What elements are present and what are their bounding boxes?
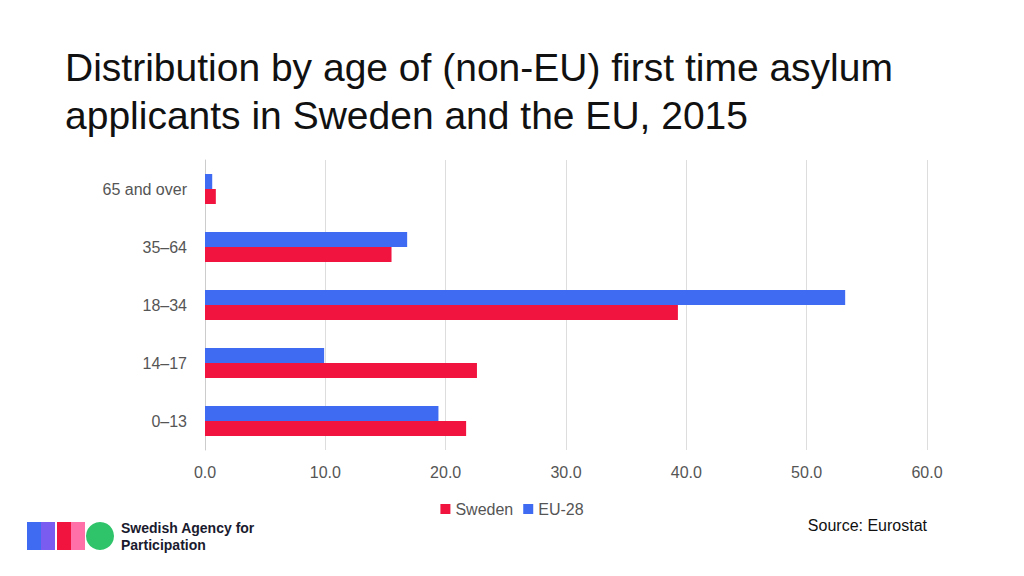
svg-text:40.0: 40.0 [671,464,702,481]
svg-text:65 and over: 65 and over [102,181,187,198]
svg-text:50.0: 50.0 [791,464,822,481]
svg-text:Distribution by age of (non-EU: Distribution by age of (non-EU) first ti… [65,46,904,89]
svg-text:0–13: 0–13 [151,413,187,430]
svg-text:60.0: 60.0 [911,464,942,481]
svg-text:Source: Eurostat: Source: Eurostat [808,517,928,534]
svg-text:Participation: Participation [121,537,206,553]
svg-text:applicants in Sweden and the E: applicants in Sweden and the EU, 2015 [65,94,748,137]
svg-text:18–34: 18–34 [143,297,188,314]
svg-text:Swedish Agency for: Swedish Agency for [121,520,258,536]
svg-text:Sweden: Sweden [455,501,513,518]
svg-text:10.0: 10.0 [310,464,341,481]
svg-text:14–17: 14–17 [143,355,188,372]
svg-text:EU-28: EU-28 [538,501,583,518]
svg-text:30.0: 30.0 [550,464,581,481]
svg-text:35–64: 35–64 [143,239,188,256]
svg-text:0.0: 0.0 [194,464,216,481]
svg-text:20.0: 20.0 [430,464,461,481]
